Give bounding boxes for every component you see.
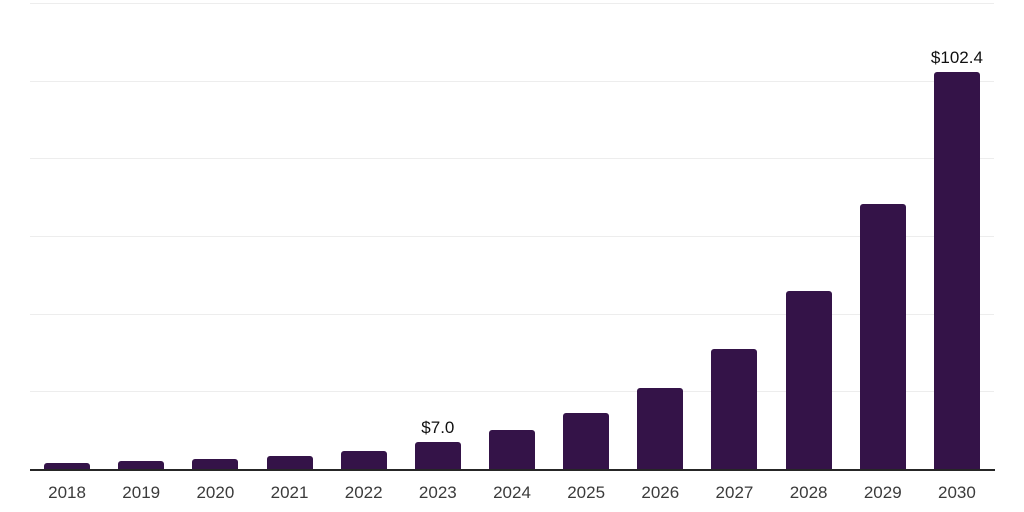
bar-2028: [785, 290, 832, 470]
x-tick-2027: 2027: [715, 483, 754, 502]
x-tick-2020: 2020: [196, 483, 235, 502]
x-tick-2028: 2028: [789, 483, 828, 502]
x-tick-2021: 2021: [270, 483, 309, 502]
bar-2019: [118, 460, 165, 470]
gridline-80: [30, 158, 994, 160]
bar-2021: [266, 455, 313, 470]
bar-2025: [563, 412, 610, 470]
gridline-40: [30, 313, 994, 315]
gridline-60: [30, 236, 994, 237]
x-tick-2025: 2025: [567, 483, 606, 502]
bar-2024: [489, 430, 535, 470]
bar-2018: [44, 462, 91, 470]
bar-2023: [414, 442, 461, 470]
x-tick-2026: 2026: [641, 483, 680, 502]
x-tick-2023: 2023: [418, 483, 457, 502]
bar-2030: [933, 71, 980, 470]
bar-2020: [192, 459, 239, 470]
bar-2026: [637, 387, 684, 470]
x-axis-line: [30, 469, 995, 471]
gridline-100: [30, 80, 994, 82]
x-tick-2029: 2029: [863, 483, 902, 502]
x-tick-2022: 2022: [344, 483, 383, 502]
data-label-2030: $102.4: [930, 47, 983, 67]
x-tick-2024: 2024: [493, 483, 531, 502]
data-label-2023: $7.0: [421, 418, 455, 438]
bar-2029: [859, 204, 906, 470]
bar-2027: [711, 349, 758, 470]
gridline-20: [30, 391, 994, 393]
x-tick-2030: 2030: [938, 483, 976, 502]
x-tick-2019: 2019: [122, 483, 161, 502]
gridline-120: [30, 3, 994, 4]
bar-2022: [340, 450, 387, 470]
x-tick-2018: 2018: [48, 483, 86, 502]
